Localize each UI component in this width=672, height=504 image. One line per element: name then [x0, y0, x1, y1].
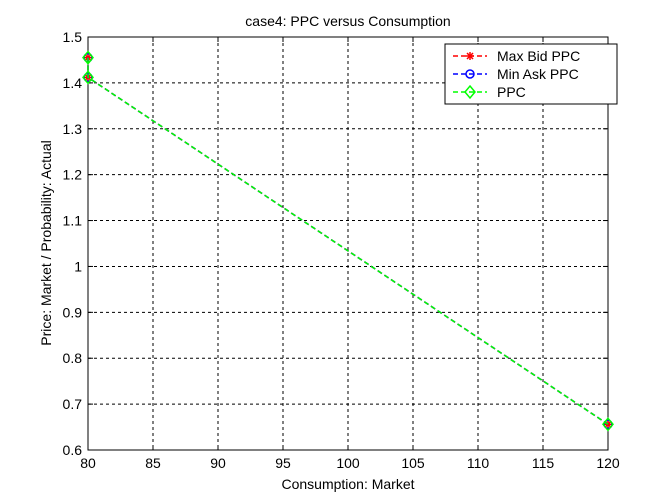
y-tick-label: 0.7	[63, 396, 83, 412]
ticks: 80 85 90 95 100 105 110 115 120 0.6 0.7 0.8 0.9 1 1.1 1…	[63, 29, 620, 471]
diamond-marker	[602, 417, 614, 432]
chart-title: case4: PPC versus Consumption	[245, 13, 450, 29]
x-tick-label: 95	[275, 455, 291, 471]
y-tick-label: 1.4	[63, 75, 83, 91]
y-tick-label: 0.8	[63, 350, 83, 366]
legend-item: Min Ask PPC	[453, 66, 579, 82]
star-marker	[466, 52, 474, 60]
star-stroke	[466, 52, 474, 60]
y-tick-label: 0.6	[63, 442, 83, 458]
circle-marker	[465, 69, 475, 79]
y-tick-label: 1	[74, 258, 82, 274]
legend-label: Max Bid PPC	[497, 48, 580, 64]
x-tick-label: 90	[210, 455, 226, 471]
diamond-marker	[82, 70, 94, 85]
plot-border	[87, 36, 609, 451]
legend-label: Min Ask PPC	[497, 66, 579, 82]
y-tick-label: 1.3	[63, 121, 83, 137]
y-axis-label: Price: Market / Probability: Actual	[38, 140, 54, 345]
legend-item: Max Bid PPC	[453, 48, 580, 64]
legend: Max Bid PPC Min Ask PPC PPC	[444, 43, 618, 105]
series-ppc	[82, 50, 614, 432]
diamond-marker	[82, 50, 94, 65]
series-group	[82, 50, 614, 432]
diamond-marker	[464, 84, 476, 100]
circle-marker	[83, 72, 93, 83]
y-tick-label: 1.2	[63, 167, 83, 183]
y-tick-label: 0.9	[63, 304, 83, 320]
x-tick-label: 120	[596, 455, 620, 471]
x-tick-label: 85	[145, 455, 161, 471]
x-tick-label: 105	[401, 455, 425, 471]
y-tick-label: 1.5	[63, 29, 83, 45]
series-line	[87, 57, 609, 425]
x-tick-label: 100	[336, 455, 360, 471]
circle-marker	[603, 419, 613, 430]
legend-item: PPC	[453, 84, 526, 100]
x-axis-label: Consumption: Market	[281, 476, 414, 492]
y-tick-label: 1.1	[63, 213, 83, 229]
x-tick-label: 80	[80, 455, 96, 471]
legend-label: PPC	[497, 84, 526, 100]
x-tick-label: 115	[532, 455, 555, 471]
x-tick-label: 110	[467, 455, 490, 471]
grid	[88, 37, 608, 450]
